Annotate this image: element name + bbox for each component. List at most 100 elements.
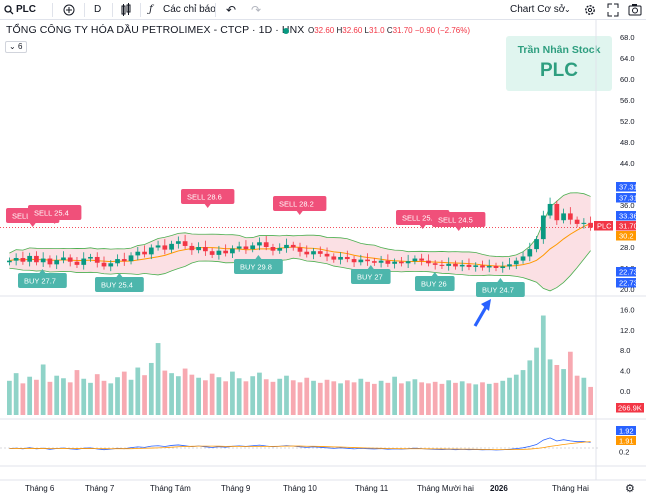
chart-layout-button[interactable]: Chart Cơ sở [510, 4, 566, 15]
indicators-toggle[interactable]: ⌄ 6 [5, 41, 27, 53]
oscillator-value-label: 1.91 [619, 437, 634, 446]
chevron-down-icon[interactable]: ⌄ [564, 5, 571, 14]
volume-value-label: 266.9K [618, 404, 642, 413]
toolbar-divider [112, 3, 113, 17]
candle-body [405, 261, 411, 264]
volume-bar [432, 381, 438, 415]
volume-bar [540, 315, 546, 415]
signal-pointer [29, 223, 36, 227]
volume-bar [47, 381, 53, 415]
sell-signal-label: SELL 24.5 [438, 216, 473, 225]
oscillator-value-label: 1.92 [619, 427, 634, 436]
volume-bar [365, 381, 370, 415]
price-axis-tag-label: 37.31 [619, 183, 638, 192]
candle-body [230, 248, 235, 254]
indicator-count: 6 [17, 42, 23, 51]
volume-bar [534, 347, 539, 415]
volume-bar [324, 379, 330, 415]
candle-body [203, 247, 208, 252]
volume-bar [148, 362, 154, 415]
candle-body [128, 255, 134, 262]
price-axis-tag [616, 231, 636, 241]
redo-icon[interactable]: ↷ [251, 3, 262, 17]
sell-signal-tag [273, 196, 327, 211]
volume-bar [520, 370, 526, 415]
price-tick-label: 68.0 [620, 33, 635, 42]
candle-body [88, 256, 93, 259]
candle-body [223, 250, 229, 254]
volume-bar [223, 381, 229, 415]
watermark-author: Trần Nhân Stock [517, 44, 601, 56]
volume-value-tag [616, 403, 644, 413]
candle-body [453, 263, 458, 267]
volume-bar [567, 351, 573, 415]
buy-signal-label: BUY 29.8 [240, 263, 272, 272]
volume-bar [412, 379, 418, 415]
candle-body [7, 260, 12, 263]
price-axis-tag-label: PLC [597, 222, 612, 231]
volume-bar [54, 375, 60, 415]
candle-body [13, 258, 19, 261]
volume-bar [439, 383, 445, 415]
candle-body [365, 259, 370, 262]
signal-pointer [431, 272, 438, 276]
volume-bar [128, 379, 134, 415]
sell-signal-tag [432, 212, 486, 227]
camera-icon[interactable] [628, 0, 642, 20]
candle-body [554, 203, 560, 221]
candle-body [101, 262, 107, 267]
interval-button[interactable]: D [94, 4, 102, 15]
add-icon[interactable] [63, 0, 75, 20]
candle-body [527, 249, 533, 257]
price-tick-label: 20.0 [620, 285, 635, 294]
indicators-icon[interactable]: ƒ [149, 4, 153, 15]
candle-body [459, 264, 465, 267]
candle-body [419, 258, 425, 261]
volume-bar [317, 382, 323, 415]
volume-bar [74, 370, 80, 415]
indicators-button[interactable]: Các chỉ báo [163, 4, 216, 15]
candle-body [426, 260, 431, 264]
volume-bar [135, 367, 141, 415]
candle-body [466, 264, 472, 267]
buy-signal-tag [476, 282, 525, 297]
gear-icon: ⚙ [625, 483, 635, 495]
volume-bar [101, 380, 107, 415]
buy-signal-label: BUY 25.4 [101, 281, 133, 290]
top-toolbar: PLC D ƒ Các chỉ báo ↶ ↷ Chart Cơ sở ⌄ [0, 0, 646, 20]
volume-bar [561, 369, 566, 415]
undo-icon[interactable]: ↶ [226, 3, 237, 17]
symbol-search[interactable]: PLC [16, 4, 36, 15]
candle-body [189, 245, 195, 251]
volume-bar [513, 374, 519, 415]
volume-bar [331, 381, 337, 415]
candles-icon[interactable] [120, 0, 132, 20]
sell-signal-tag [28, 205, 82, 220]
candle-body [108, 263, 114, 267]
price-axis-tag-label: 22.73 [619, 279, 638, 288]
volume-bar [250, 376, 256, 415]
candle-body [371, 261, 377, 263]
volume-bar [263, 379, 269, 415]
settings-icon[interactable] [584, 0, 596, 20]
market-status-dot [283, 28, 289, 34]
buy-signal-label: BUY 27 [357, 273, 383, 282]
volume-bar [378, 380, 384, 415]
watermark-symbol: PLC [540, 60, 578, 81]
volume-bar [459, 381, 465, 415]
price-axis-tag-label: 22.73 [619, 268, 638, 277]
search-icon[interactable] [4, 0, 14, 20]
candle-body [196, 247, 201, 251]
candle-body [236, 246, 242, 249]
fullscreen-icon[interactable] [607, 0, 619, 20]
volume-bar [419, 382, 425, 415]
candle-body [432, 263, 438, 265]
signal-pointer [419, 225, 426, 229]
candle-body [121, 259, 127, 262]
candle-body [439, 264, 445, 266]
signal-pointer [51, 220, 58, 224]
volume-bar [196, 377, 201, 415]
price-axis-tag [616, 193, 636, 203]
volume-bar [290, 380, 296, 415]
